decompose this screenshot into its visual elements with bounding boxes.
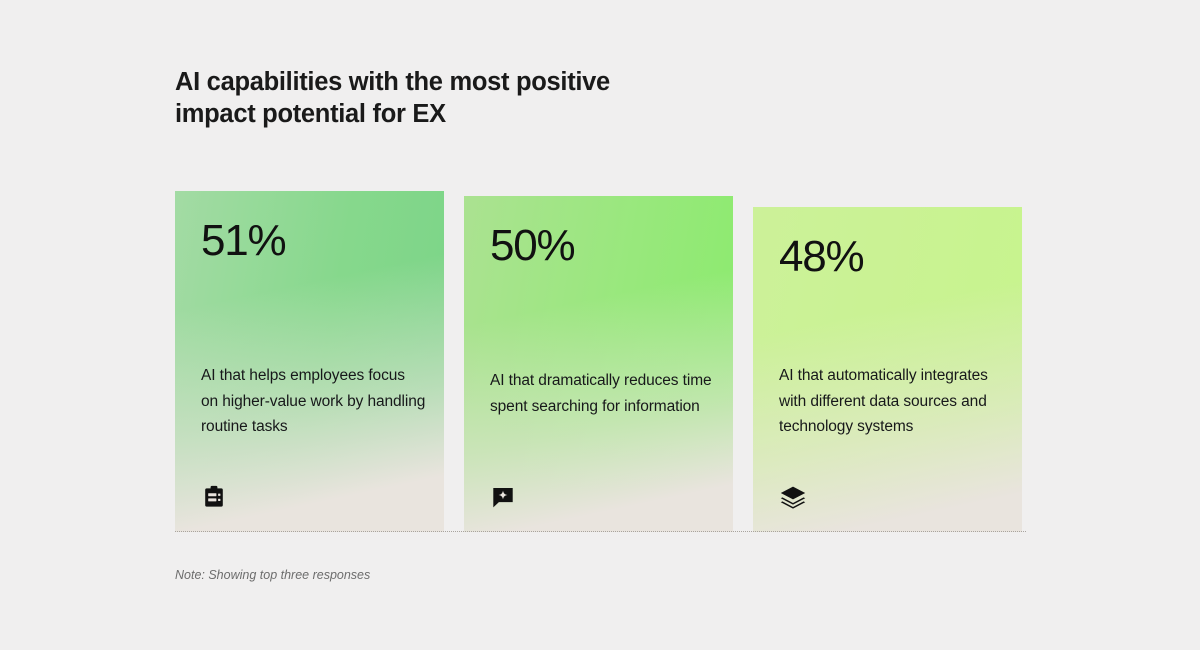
stat-card-2: 50% AI that dramatically reduces time sp…: [464, 196, 733, 532]
chart-note: Note: Showing top three responses: [175, 568, 371, 582]
stat-card-1-content: 51% AI that helps employees focus on hig…: [175, 191, 444, 532]
stat-card-3-value: 48%: [779, 232, 865, 281]
stat-card-group: 51% AI that helps employees focus on hig…: [175, 191, 1026, 532]
chat-sparkle-icon: [490, 484, 516, 510]
stat-card-3-content: 48% AI that automatically integrates wit…: [753, 207, 1022, 532]
stat-card-2-description: AI that dramatically reduces time spent …: [490, 372, 712, 415]
stat-card-1-description: AI that helps employees focus on higher-…: [201, 367, 426, 435]
clipboard-checklist-icon: [201, 484, 227, 510]
layers-stack-icon: [779, 484, 806, 510]
stat-card-3: 48% AI that automatically integrates wit…: [753, 207, 1022, 532]
stat-card-1-value: 51%: [201, 216, 287, 265]
chart-baseline: [175, 531, 1026, 532]
stat-card-3-description: AI that automatically integrates with di…: [779, 367, 988, 435]
stat-card-1: 51% AI that helps employees focus on hig…: [175, 191, 444, 532]
stat-card-2-content: 50% AI that dramatically reduces time sp…: [464, 196, 733, 532]
stat-card-2-value: 50%: [490, 221, 576, 270]
page-title: AI capabilities with the most positive i…: [175, 68, 610, 128]
